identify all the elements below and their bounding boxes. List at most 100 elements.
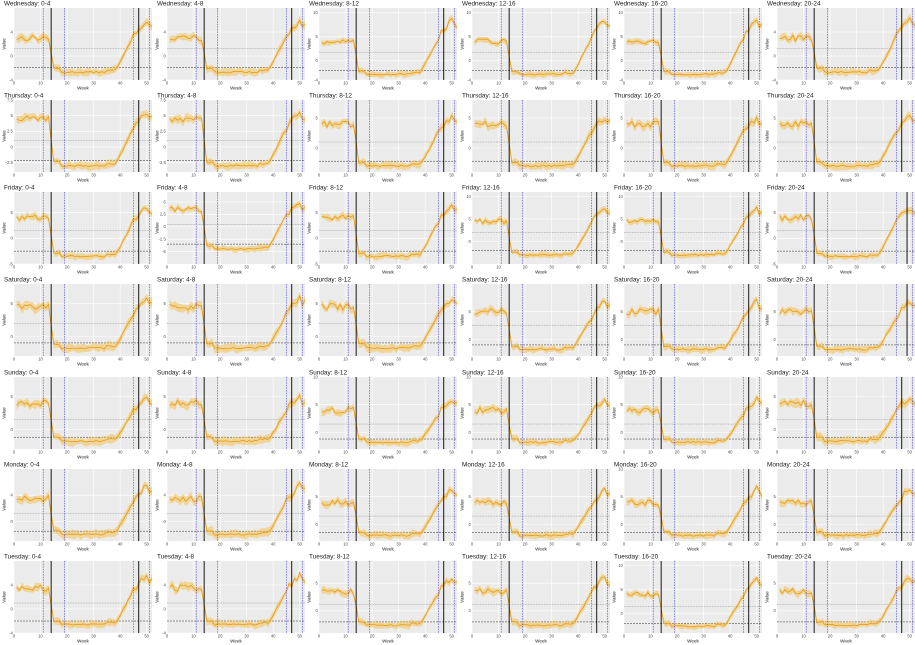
y-tick-label: 0 (10, 236, 13, 241)
x-tick-label: 40 (575, 173, 580, 178)
x-tick-label: 40 (575, 541, 580, 546)
plot-background (319, 8, 457, 80)
facet-title: Saturday: 20-24 (767, 277, 813, 284)
x-tick-label: 20 (65, 449, 70, 454)
x-tick-label: 40 (880, 541, 885, 546)
y-tick-label: 0 (468, 239, 471, 244)
y-axis-title: Value (764, 38, 769, 50)
y-tick-label: 5 (468, 494, 471, 499)
y-tick-label: 0 (315, 146, 318, 151)
y-axis-title: Value (2, 38, 7, 50)
x-tick-label: 0 (775, 265, 778, 270)
y-tick-label: 0 (773, 146, 776, 151)
x-axis-title: Week (687, 270, 699, 275)
x-tick-label: 30 (549, 173, 554, 178)
facet-title: Thursday: 0-4 (4, 93, 44, 100)
x-tick-label: 20 (217, 357, 222, 362)
y-tick-label: -5 (314, 262, 318, 267)
facet-title: Sunday: 20-24 (767, 369, 809, 376)
facet-panel: Thursday: 12-16 0 5 0 10 20 30 40 50 Week Value (459, 92, 612, 184)
x-tick-label: 50 (449, 265, 454, 270)
x-tick-label: 10 (343, 357, 348, 362)
x-tick-label: 10 (38, 81, 43, 86)
y-tick-label: 0 (10, 53, 13, 58)
y-tick-label: 5 (163, 113, 166, 118)
x-tick-label: 50 (602, 265, 607, 270)
series-line (778, 210, 915, 258)
x-tick-label: 40 (880, 81, 885, 86)
series-line (474, 576, 610, 627)
x-axis-title: Week (535, 546, 547, 551)
plot-background (14, 100, 152, 173)
x-tick-label: 10 (343, 541, 348, 546)
x-tick-label: 20 (65, 633, 70, 638)
x-tick-label: 30 (396, 265, 401, 270)
series-line (778, 397, 915, 443)
x-tick-label: 10 (38, 173, 43, 178)
x-axis-title: Week (382, 178, 394, 183)
x-tick-label: 20 (675, 357, 680, 362)
y-tick-label: 0 (773, 53, 776, 58)
series-line (626, 116, 763, 168)
facet-title: Thursday: 8-12 (309, 93, 352, 100)
x-tick-label: 30 (244, 81, 249, 86)
facet-title: Tuesday: 12-16 (462, 553, 507, 560)
facet-panel: Tuesday: 4-8 -4 0 4 0 10 20 30 40 50 Week Value (154, 553, 307, 645)
x-tick-label: 0 (165, 633, 168, 638)
x-tick-label: 30 (701, 265, 706, 270)
y-axis-title: Value (459, 314, 464, 326)
x-tick-label: 40 (575, 633, 580, 638)
x-axis-title: Week (687, 638, 699, 643)
y-tick-label: -2.5 (158, 237, 166, 242)
x-tick-label: 20 (217, 541, 222, 546)
series-line (321, 400, 458, 444)
x-tick-label: 20 (217, 173, 222, 178)
x-tick-label: 10 (496, 357, 501, 362)
facet-panel: Sunday: 0-4 0 5 0 10 20 30 40 50 Week Value (2, 369, 154, 461)
x-tick-label: 50 (449, 633, 454, 638)
series-line (321, 17, 458, 76)
x-tick-label: 10 (801, 173, 806, 178)
x-tick-label: 30 (701, 633, 706, 638)
plot-background (776, 560, 915, 633)
x-tick-label: 30 (854, 265, 859, 270)
x-tick-label: 30 (396, 357, 401, 362)
x-axis-title: Week (77, 638, 89, 643)
series-line (168, 481, 305, 536)
series-line (168, 111, 305, 168)
x-tick-label: 20 (522, 633, 527, 638)
facet-svg: Thursday: 0-4 -2.5 0 2.5 5 7.5 0 10 20 30 40 50 Week… (2, 93, 153, 183)
y-tick-label: 2.5 (159, 129, 165, 134)
y-tick-label: 4 (163, 582, 166, 587)
facet-title: Tuesday: 8-12 (309, 553, 350, 560)
y-axis-title: Value (2, 499, 7, 511)
confidence-ribbon (321, 296, 457, 354)
x-axis-title: Week (840, 638, 852, 643)
x-tick-label: 0 (318, 173, 321, 178)
x-tick-label: 0 (470, 449, 473, 454)
y-tick-label: 4 (10, 29, 13, 34)
x-tick-label: 20 (827, 173, 832, 178)
y-tick-label: 5 (315, 116, 318, 121)
series-line (778, 302, 915, 351)
plot-background (14, 468, 152, 541)
y-axis-title: Value (764, 314, 769, 326)
x-tick-label: 50 (144, 633, 149, 638)
facet-panel: Tuesday: 16-20 0 5 10 0 10 20 30 40 50 Week Value (612, 553, 764, 645)
x-tick-label: 40 (118, 541, 123, 546)
x-tick-label: 30 (396, 173, 401, 178)
facet-panel: Tuesday: 12-16 0 5 0 10 20 30 40 50 Week Value (459, 553, 612, 645)
x-tick-label: 30 (549, 357, 554, 362)
y-tick-label: 0 (315, 608, 318, 613)
facet-svg: Sunday: 16-20 0 5 10 0 10 20 30 40 50 Week Value (612, 369, 763, 459)
x-tick-label: 50 (754, 449, 759, 454)
x-tick-label: 40 (118, 173, 123, 178)
y-tick-label: 5 (10, 394, 13, 399)
facet-title: Sunday: 16-20 (614, 369, 656, 376)
y-tick-label: 5 (163, 394, 166, 399)
x-tick-label: 10 (648, 357, 653, 362)
plot-background (776, 192, 915, 265)
y-tick-label: 5 (620, 494, 623, 499)
facet-title: Sunday: 12-16 (462, 369, 504, 376)
x-tick-label: 50 (297, 265, 302, 270)
